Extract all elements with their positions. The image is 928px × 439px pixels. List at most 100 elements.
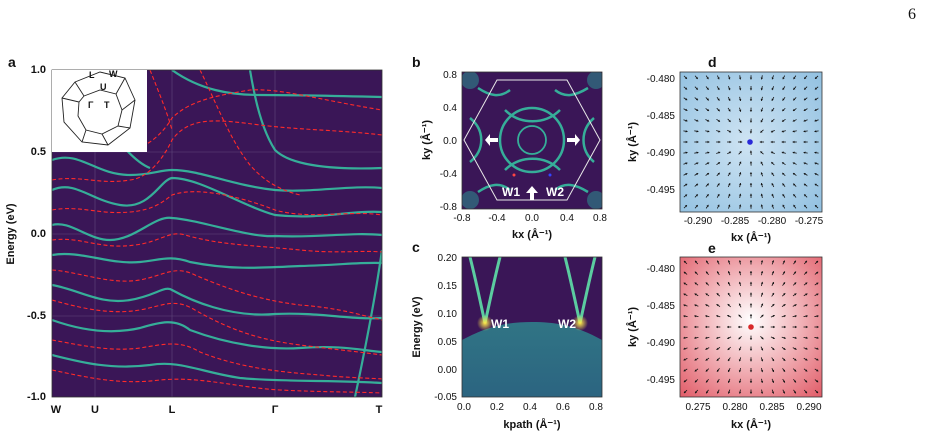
field-arrowhead <box>706 204 709 208</box>
field-arrowhead <box>683 271 686 274</box>
field-arrowhead <box>739 151 742 154</box>
panel-a: a <box>5 54 383 416</box>
field-arrowhead <box>793 194 796 197</box>
field-arrowhead <box>727 315 730 318</box>
field-arrowhead <box>805 282 808 285</box>
field-arrowhead <box>694 369 697 372</box>
field-arrowhead <box>695 183 699 186</box>
field-arrowhead <box>707 119 710 122</box>
field-arrowhead <box>815 76 818 79</box>
field-arrowhead <box>738 314 741 317</box>
field-arrowhead <box>683 304 686 307</box>
field-arrowhead <box>814 87 818 90</box>
field-arrowhead <box>684 205 687 208</box>
field-arrowhead <box>707 162 710 165</box>
field-arrowhead <box>782 172 785 175</box>
field-arrowhead <box>772 292 775 296</box>
field-arrowhead <box>749 281 753 284</box>
b-xtick: 0.0 <box>525 213 539 224</box>
field-arrowhead <box>717 172 720 175</box>
field-arrowhead <box>728 88 731 91</box>
field-arrowhead <box>760 88 764 91</box>
label-W1-c: W1 <box>491 317 509 331</box>
e-xtick: 0.280 <box>722 402 747 413</box>
field-arrowhead <box>814 183 817 186</box>
field-arrowhead <box>803 162 806 165</box>
field-arrowhead <box>749 303 753 306</box>
inset-label-T: T <box>104 100 110 110</box>
field-arrowhead <box>728 151 732 154</box>
panel-c: c W1 W2 0.20 0.15 0.10 0.05 0.00 -0.05 0… <box>411 239 603 431</box>
field-arrowhead <box>782 194 785 197</box>
field-arrowhead <box>781 130 784 133</box>
field-arrowhead <box>804 76 807 79</box>
field-arrowhead <box>683 369 686 372</box>
field-arrowhead <box>749 99 753 102</box>
field-arrowhead <box>794 369 797 372</box>
field-arrowhead <box>814 130 817 133</box>
inset-label-W: W <box>109 69 118 79</box>
field-arrowhead <box>696 130 699 133</box>
field-arrowhead <box>772 336 775 339</box>
field-arrowhead <box>782 87 785 90</box>
field-arrowhead <box>771 98 774 101</box>
field-arrowhead <box>685 119 688 122</box>
field-arrowhead <box>760 271 764 274</box>
field-arrowhead <box>760 183 763 186</box>
field-arrowhead <box>738 359 742 362</box>
field-arrowhead <box>760 98 763 101</box>
c-xtick: 0.0 <box>457 402 471 413</box>
field-arrowhead <box>816 304 819 307</box>
field-arrowhead <box>761 314 764 317</box>
field-arrowhead <box>816 282 819 285</box>
field-arrowhead <box>784 325 786 329</box>
panel-a-letter: a <box>8 54 16 70</box>
field-arrowhead <box>695 87 698 90</box>
field-arrowhead <box>738 183 742 186</box>
panel-e-weyl-point <box>748 324 754 330</box>
field-arrowhead <box>816 314 819 318</box>
field-arrowhead <box>716 282 720 285</box>
panel-a-xticks: W U L Γ T <box>51 404 383 416</box>
field-arrowhead <box>749 292 753 295</box>
field-arrowhead <box>706 87 709 90</box>
d-xtick: -0.280 <box>758 216 787 227</box>
field-arrowhead <box>706 98 709 101</box>
field-arrowhead <box>696 108 699 111</box>
field-arrowhead <box>771 162 774 165</box>
d-ytick: -0.480 <box>647 74 676 85</box>
field-arrowhead <box>814 173 817 176</box>
e-xtick: 0.275 <box>685 402 710 413</box>
a-ytick: -0.5 <box>27 310 46 322</box>
field-arrowhead <box>727 303 730 307</box>
field-arrowhead <box>738 348 742 351</box>
b-ytick: -0.8 <box>440 202 458 213</box>
field-arrowhead <box>783 336 786 340</box>
field-arrowhead <box>782 77 785 80</box>
field-arrowhead <box>738 193 742 196</box>
field-arrowhead <box>705 358 708 361</box>
field-arrowhead <box>805 347 808 350</box>
field-arrowhead <box>683 390 687 394</box>
field-arrowhead <box>760 281 764 284</box>
field-arrowhead <box>783 347 786 350</box>
field-arrowhead <box>760 172 763 175</box>
field-arrowhead <box>728 119 731 122</box>
panel-d-yticks: -0.480 -0.485 -0.490 -0.495 <box>647 74 676 196</box>
field-arrowhead <box>805 314 808 318</box>
field-arrowhead <box>749 271 753 273</box>
panel-d: d -0.480 -0.485 -0.490 -0.495 -0.290 -0.… <box>626 54 824 244</box>
field-arrowhead <box>803 108 806 111</box>
panel-c-ylabel: Energy (eV) <box>411 296 423 357</box>
panel-c-xticks: 0.0 0.2 0.4 0.6 0.8 <box>457 402 603 413</box>
field-arrowhead <box>739 161 742 164</box>
field-arrowhead <box>727 336 730 339</box>
field-arrowhead <box>718 151 721 154</box>
field-arrowhead <box>705 347 708 350</box>
field-arrowhead <box>815 390 819 394</box>
field-arrowhead <box>706 173 709 176</box>
field-arrowhead <box>760 193 764 196</box>
field-arrowhead <box>727 391 731 394</box>
field-arrowhead <box>705 369 708 372</box>
b-xtick: 0.8 <box>593 213 607 224</box>
